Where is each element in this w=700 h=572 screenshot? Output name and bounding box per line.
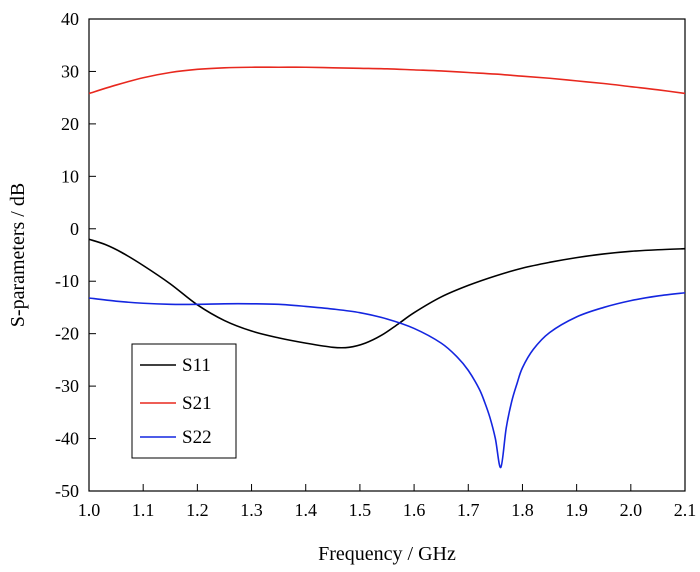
x-tick-label: 1.6 <box>403 500 426 520</box>
series-lines <box>88 66 686 469</box>
x-tick-label: 1.0 <box>78 500 101 520</box>
y-tick-label: 20 <box>61 114 79 134</box>
x-tick-label: 1.3 <box>240 500 263 520</box>
legend-box <box>131 343 237 459</box>
x-tick-label: 1.9 <box>565 500 588 520</box>
legend-label-s22: S22 <box>182 427 212 448</box>
y-tick-label: 40 <box>61 9 79 29</box>
x-tick-label: 1.5 <box>349 500 372 520</box>
y-tick-label: -30 <box>55 376 79 396</box>
x-tick-label: 2.0 <box>620 500 643 520</box>
legend-label-s21: S21 <box>182 393 212 414</box>
y-tick-label: 10 <box>61 166 79 186</box>
y-tick-label: -10 <box>55 271 79 291</box>
y-tick-label: -50 <box>55 481 79 501</box>
y-tick-label: -20 <box>55 324 79 344</box>
x-tick-label: 1.8 <box>511 500 534 520</box>
series-line-s21 <box>88 66 686 95</box>
x-tick-label: 1.2 <box>186 500 209 520</box>
axis-ticks: 1.0 1.1 1.2 1.3 1.4 1.5 1.6 1.7 1.8 1.9 2.0 2.1 40 30… <box>55 9 696 520</box>
series-line-s22 <box>88 291 686 469</box>
x-axis-title: Frequency / GHz <box>318 543 456 565</box>
x-tick-label: 1.1 <box>132 500 155 520</box>
x-tick-label: 1.7 <box>457 500 480 520</box>
legend-label-s11: S11 <box>182 355 211 376</box>
legend: S11 S21 S22 <box>131 343 237 459</box>
y-tick-label: 30 <box>61 61 79 81</box>
series-line-s11 <box>88 238 686 349</box>
y-axis-title: S-parameters / dB <box>7 183 29 327</box>
x-tick-label: 2.1 <box>674 500 697 520</box>
y-tick-label: 0 <box>70 219 79 239</box>
plot-frame <box>88 18 686 492</box>
x-tick-label: 1.4 <box>294 500 317 520</box>
y-tick-label: -40 <box>55 429 79 449</box>
